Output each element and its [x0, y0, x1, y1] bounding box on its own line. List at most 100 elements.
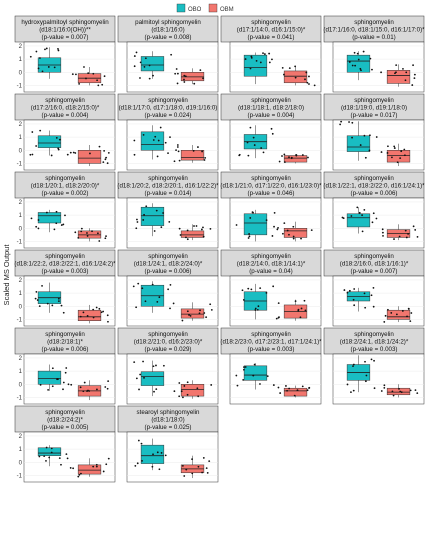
- data-point: [107, 457, 110, 460]
- data-point: [176, 144, 179, 146]
- panel-strip-text: sphingomyelin: [148, 331, 188, 338]
- panel: palmitoyl sphingomyelin(d18:1/16:0)(p-va…: [117, 15, 219, 93]
- data-point: [381, 228, 384, 231]
- panel-plot-area: [23, 119, 116, 171]
- data-point: [69, 467, 72, 469]
- data-point: [83, 66, 85, 68]
- data-point: [87, 72, 90, 75]
- legend-label-obo: OBO: [188, 7, 202, 13]
- panel-strip-text: (d18:1/20:2, d18:2/20:1, d16:1/22:2)*: [117, 183, 219, 190]
- data-point: [172, 302, 175, 305]
- data-point: [98, 145, 101, 148]
- data-point: [177, 150, 180, 153]
- data-point: [155, 364, 157, 367]
- data-point: [101, 83, 104, 86]
- data-point: [254, 309, 257, 311]
- box-body: [386, 309, 411, 320]
- panel-strip-text: (p-value = 0.006): [42, 346, 89, 353]
- data-point: [266, 375, 269, 378]
- panel-strip-text: (p-value = 0.014): [145, 190, 192, 197]
- box-body: [77, 309, 102, 321]
- data-point: [307, 156, 309, 159]
- panel-strip-text: sphingomyelin: [148, 97, 188, 104]
- data-point: [58, 457, 61, 460]
- data-point: [104, 386, 107, 388]
- data-point: [143, 213, 145, 216]
- data-point: [372, 305, 375, 308]
- data-point: [353, 304, 356, 307]
- panel-strip: [117, 327, 219, 355]
- data-point: [294, 300, 297, 303]
- data-point: [152, 139, 155, 141]
- data-point: [202, 77, 204, 80]
- y-tick-label: 2: [19, 278, 23, 284]
- data-point: [271, 58, 273, 61]
- panel-strip: [117, 93, 219, 121]
- data-point: [354, 64, 357, 67]
- panel-strip-text: (d18:1/18:1, d18:2/18:0): [238, 105, 304, 112]
- data-point: [97, 84, 100, 87]
- box-body: [37, 212, 62, 224]
- panel-strip-text: sphingomyelin: [251, 331, 291, 338]
- data-point: [203, 312, 206, 314]
- data-point: [381, 231, 384, 234]
- data-point: [252, 211, 254, 214]
- panel: sphingomyelin(d18:2/24:1, d18:1/24:2)*(p…: [323, 327, 425, 405]
- data-point: [299, 316, 302, 319]
- data-point: [135, 51, 138, 54]
- data-point: [35, 145, 38, 147]
- panel-strip: [323, 171, 425, 199]
- data-point: [37, 67, 40, 70]
- panel-plot-area: [126, 41, 219, 93]
- data-point: [65, 367, 68, 369]
- data-point: [400, 150, 403, 153]
- data-point: [361, 214, 363, 217]
- data-point: [361, 230, 364, 233]
- data-point: [262, 151, 265, 154]
- data-point: [43, 455, 46, 458]
- data-point: [185, 236, 187, 239]
- data-point: [103, 150, 106, 152]
- data-point: [353, 288, 356, 290]
- data-point: [60, 224, 63, 226]
- data-point: [275, 317, 278, 320]
- data-point: [250, 288, 253, 291]
- data-point: [57, 297, 60, 300]
- data-point: [137, 282, 140, 285]
- data-point: [209, 227, 212, 230]
- data-point: [78, 82, 81, 85]
- panel-strip-text: (p-value = 0.006): [351, 190, 398, 197]
- data-point: [292, 235, 295, 238]
- data-point: [141, 287, 144, 290]
- panel-strip-text: (p-value = 0.004): [42, 112, 89, 119]
- data-point: [89, 152, 91, 155]
- data-point: [351, 136, 353, 139]
- data-point: [203, 159, 206, 161]
- data-point: [164, 141, 167, 144]
- panel: sphingomyelin(d18:1/21:0, d17:1/22:0, d1…: [220, 171, 322, 249]
- data-point: [370, 358, 373, 361]
- data-point: [75, 73, 77, 76]
- panel-plot-area: [23, 275, 116, 327]
- data-point: [368, 149, 371, 152]
- data-point: [380, 71, 382, 74]
- panel-strip-text: (d18:1/18:0): [151, 417, 184, 424]
- panel-plot-area: [332, 197, 425, 249]
- panel: sphingomyelin(d18:1/22:1, d18:2/22:0, d1…: [323, 171, 425, 249]
- box-body: [346, 135, 371, 152]
- data-point: [148, 64, 151, 67]
- data-point: [186, 393, 189, 396]
- data-point: [178, 395, 181, 398]
- data-point: [375, 136, 378, 138]
- data-point: [83, 381, 86, 384]
- data-point: [79, 386, 82, 389]
- panel-strip-text: sphingomyelin: [251, 175, 291, 182]
- data-point: [148, 77, 151, 80]
- data-point: [62, 311, 65, 314]
- data-point: [191, 472, 194, 475]
- data-point: [70, 383, 73, 386]
- data-point: [288, 67, 291, 70]
- data-point: [369, 134, 371, 137]
- data-point: [173, 390, 176, 393]
- data-point: [139, 77, 141, 79]
